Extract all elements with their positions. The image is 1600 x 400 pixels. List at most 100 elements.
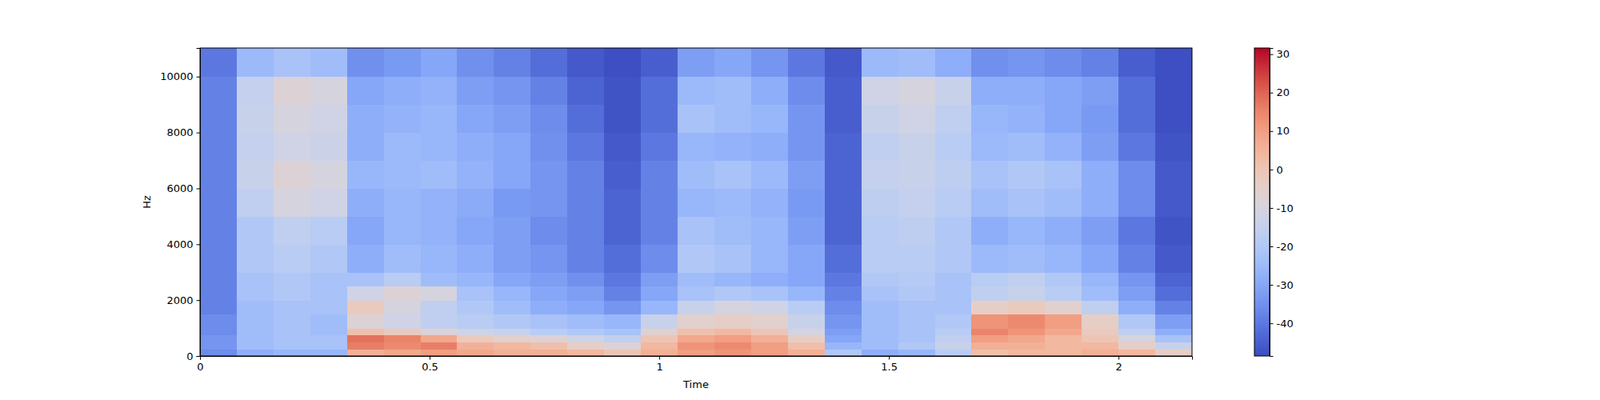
cell	[200, 188, 237, 216]
cell	[567, 188, 604, 216]
cell	[1155, 272, 1192, 287]
cell	[935, 48, 972, 77]
cell	[530, 244, 568, 272]
cell	[861, 76, 899, 105]
cell	[714, 342, 752, 350]
cell	[273, 348, 311, 356]
cell	[1155, 104, 1192, 133]
cell	[677, 104, 715, 133]
cell	[420, 328, 458, 336]
cell	[604, 188, 641, 216]
cell	[1081, 335, 1119, 343]
tick: 1	[656, 356, 663, 373]
cell	[1081, 272, 1119, 287]
cell	[456, 76, 494, 105]
cell	[788, 328, 825, 336]
cell	[751, 188, 788, 216]
cell	[273, 104, 311, 133]
cell	[677, 216, 715, 244]
cell	[347, 272, 384, 287]
cell	[1155, 48, 1192, 77]
cell	[456, 48, 494, 77]
cell	[788, 335, 825, 343]
cell	[935, 348, 972, 356]
cell	[971, 286, 1008, 301]
cell	[898, 328, 936, 336]
cell	[898, 348, 936, 356]
cell	[640, 272, 678, 287]
cell	[1081, 286, 1119, 301]
tick-label: 0.5	[421, 360, 439, 373]
cell	[861, 300, 899, 315]
cell	[677, 188, 715, 216]
cell	[200, 216, 237, 244]
cell	[384, 76, 421, 105]
cell	[861, 328, 899, 336]
cell	[604, 300, 641, 315]
tick-mark	[1269, 284, 1274, 286]
cell	[420, 104, 458, 133]
figure: 00.511.520200040006000800010000TimeHz-40…	[0, 0, 1600, 400]
cell	[420, 132, 458, 161]
cell	[236, 132, 274, 161]
cell	[824, 286, 862, 301]
cell	[200, 300, 237, 315]
cell	[935, 132, 972, 161]
cell	[1155, 314, 1192, 329]
tick-label: 2	[1116, 360, 1123, 373]
cell	[788, 132, 825, 161]
cell	[273, 160, 311, 189]
cell	[273, 286, 311, 301]
cell	[456, 244, 494, 272]
cell	[200, 314, 237, 329]
cell	[640, 244, 678, 272]
cell	[236, 342, 274, 350]
cell	[236, 272, 274, 287]
cell	[604, 335, 641, 343]
cell	[677, 342, 715, 350]
cell	[640, 76, 678, 105]
cell	[236, 348, 274, 356]
cell	[751, 160, 788, 189]
cell	[310, 132, 348, 161]
cell	[898, 160, 936, 189]
tick: 0.5	[421, 356, 439, 373]
cell	[420, 342, 458, 350]
cell	[1008, 286, 1045, 301]
cell	[677, 132, 715, 161]
cell	[1118, 132, 1156, 161]
cell	[604, 244, 641, 272]
x-axis: 00.511.52	[196, 356, 1192, 373]
cell	[1008, 335, 1045, 343]
cell	[1155, 160, 1192, 189]
cell	[456, 342, 494, 350]
cell	[935, 342, 972, 350]
cell	[677, 314, 715, 329]
cell	[971, 314, 1008, 329]
cell	[420, 48, 458, 77]
cell	[1044, 244, 1082, 272]
cell	[751, 244, 788, 272]
tick: 6000	[166, 182, 200, 195]
cell	[1008, 342, 1045, 350]
cell	[456, 335, 494, 343]
cell	[604, 342, 641, 350]
cell	[788, 188, 825, 216]
cell	[640, 160, 678, 189]
tick: 2000	[166, 294, 200, 307]
cell	[384, 48, 421, 77]
cell	[347, 132, 384, 161]
cell	[567, 348, 604, 356]
cell	[567, 244, 604, 272]
cell	[714, 104, 752, 133]
cell	[677, 48, 715, 77]
cell	[236, 104, 274, 133]
cell	[640, 104, 678, 133]
cell	[384, 272, 421, 287]
cell	[935, 328, 972, 336]
cell	[1081, 188, 1119, 216]
cell	[384, 348, 421, 356]
tick-label: 8000	[166, 126, 193, 139]
cell	[530, 286, 568, 301]
cell	[935, 76, 972, 105]
